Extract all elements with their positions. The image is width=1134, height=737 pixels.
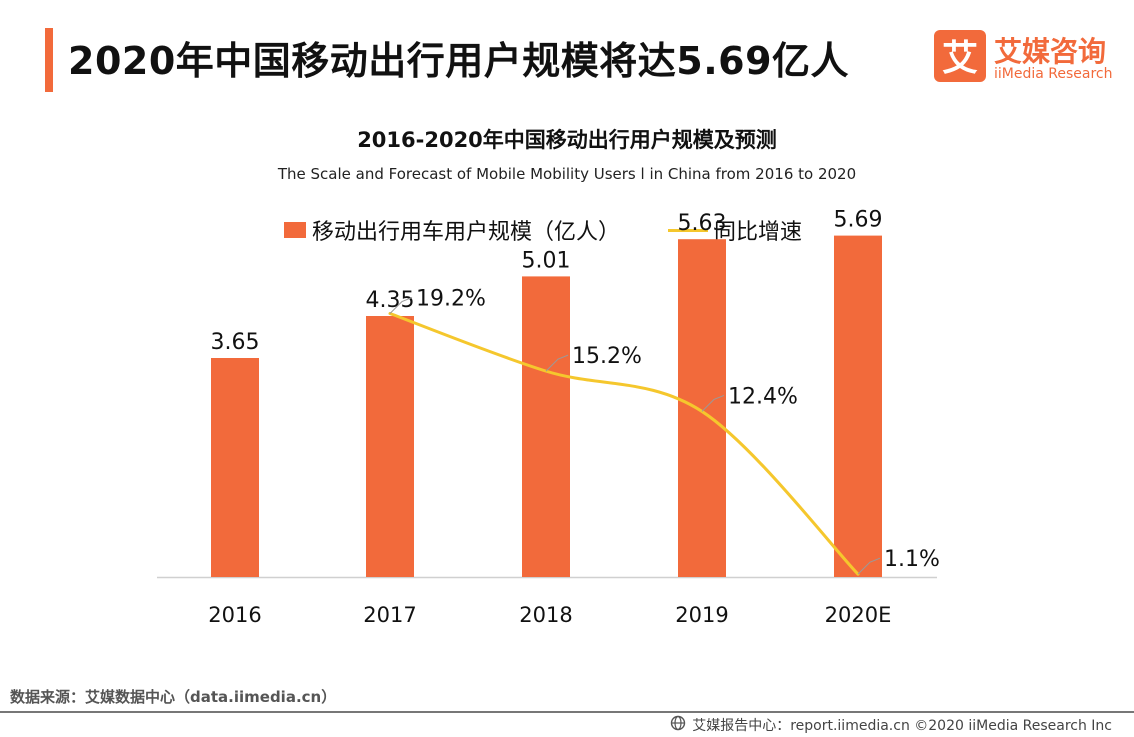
x-tick-label: 2019 <box>675 603 728 627</box>
line-label-leader <box>545 354 569 372</box>
legend-item-bar: 移动出行用车用户规模（亿人） <box>284 214 620 246</box>
logo-mark-text: 艾 <box>942 38 978 79</box>
line-value-label: 12.4% <box>728 384 798 409</box>
footer-divider <box>0 711 1134 713</box>
logo-mark-icon: 艾 <box>934 30 986 82</box>
bar-value-label: 5.63 <box>678 211 727 236</box>
page-title: 2020年中国移动出行用户规模将达5.69亿人 <box>68 39 850 83</box>
bar-2019 <box>678 239 726 577</box>
bar-value-label: 5.01 <box>522 248 571 273</box>
iimedia-logo: 艾 艾媒咨询 iiMedia Research <box>934 30 1124 88</box>
line-value-label: 15.2% <box>572 344 642 369</box>
globe-icon <box>670 715 686 735</box>
growth-rate-line <box>388 312 860 576</box>
bar-2016 <box>211 358 259 577</box>
chart-title: 2016-2020年中国移动出行用户规模及预测 <box>357 128 777 152</box>
x-tick-label: 2018 <box>519 603 572 627</box>
title-accent-bar <box>45 28 53 92</box>
line-value-label: 19.2% <box>416 287 486 312</box>
chart-subtitle: The Scale and Forecast of Mobile Mobilit… <box>277 165 857 183</box>
logo-text-en: iiMedia Research <box>994 66 1113 82</box>
legend-line-swatch <box>668 228 708 232</box>
legend-bar-swatch <box>284 222 306 238</box>
bar-2020E <box>834 235 882 577</box>
legend-line-label: 同比增速 <box>714 220 803 245</box>
data-source: 数据来源：艾媒数据中心（data.iimedia.cn） <box>10 688 337 706</box>
footer-copyright: 艾媒报告中心：report.iimedia.cn ©2020 iiMedia R… <box>692 718 1112 734</box>
footer: 艾媒报告中心：report.iimedia.cn ©2020 iiMedia R… <box>670 715 1112 735</box>
bar-value-label: 5.69 <box>834 208 883 233</box>
line-label-leader <box>857 557 881 575</box>
line-value-label: 1.1% <box>884 547 940 572</box>
x-tick-label: 2016 <box>208 603 261 627</box>
legend-item-line: 同比增速 <box>668 214 802 246</box>
bar-2018 <box>522 276 570 577</box>
line-label-leader <box>701 394 725 412</box>
line-label-leader <box>389 297 413 314</box>
bar-value-label: 4.35 <box>366 288 415 313</box>
x-tick-label: 2020E <box>825 603 892 627</box>
bar-2017 <box>366 316 414 577</box>
logo-text-cn: 艾媒咨询 <box>994 35 1107 68</box>
x-tick-label: 2017 <box>363 603 416 627</box>
bar-value-label: 3.65 <box>211 330 260 355</box>
legend-bar-label: 移动出行用车用户规模（亿人） <box>312 220 621 245</box>
